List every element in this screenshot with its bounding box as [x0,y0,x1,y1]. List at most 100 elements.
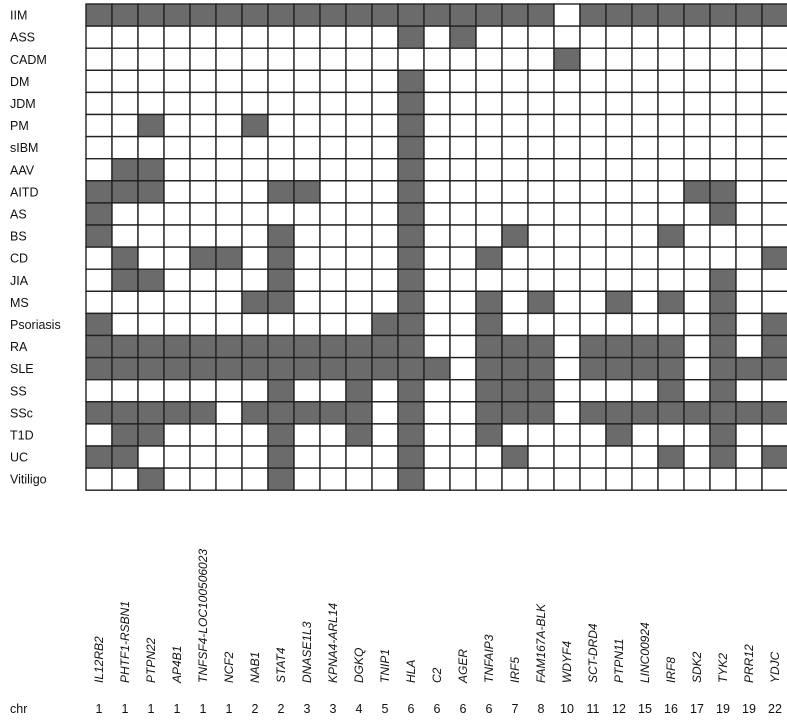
heatmap-cell [189,3,217,27]
heatmap-cell [553,334,581,359]
heatmap-cell [189,312,217,337]
heatmap-cell [527,268,555,293]
heatmap-cell [553,25,581,49]
heatmap-cell [293,290,321,315]
heatmap-cell [527,69,555,94]
heatmap-cell [475,334,503,359]
heatmap-cell [605,401,633,425]
heatmap-cell [397,180,425,204]
heatmap-cell [735,113,763,138]
heatmap-cell [475,91,503,116]
chr-number-label: 3 [330,702,337,716]
heatmap-cell [189,180,217,204]
heatmap-cell [215,91,243,116]
heatmap-cell [111,334,139,359]
heatmap-cell [111,246,139,270]
column-label: AP4B1 [170,646,184,684]
chr-number-label: 17 [690,702,704,716]
heatmap-cell [345,445,373,469]
heatmap-cell [215,290,243,315]
column-label: TNIP1 [378,649,392,683]
heatmap-cell [631,401,659,425]
heatmap-cell [423,312,451,337]
heatmap-cell [761,334,787,359]
heatmap-cell [397,268,425,293]
heatmap-cell [605,246,633,270]
heatmap-cell [163,224,191,248]
chr-number-label: 10 [560,702,574,716]
heatmap-cell [449,3,477,27]
heatmap-cell [85,25,113,49]
heatmap-cell [553,467,581,491]
heatmap-cell [683,202,711,226]
heatmap-cell [761,268,787,293]
chr-number-label: 12 [612,702,626,716]
heatmap-cell [137,290,165,315]
heatmap-cell [475,312,503,337]
heatmap-cell [371,356,399,381]
heatmap-cell [475,467,503,491]
heatmap-cell [397,47,425,72]
heatmap-cell [605,69,633,94]
heatmap-cell [501,69,529,94]
heatmap-cell [475,356,503,381]
heatmap-cell [579,224,607,248]
row-label: BS [10,230,27,244]
heatmap-cell [527,202,555,226]
heatmap-cell [553,246,581,270]
heatmap-cell [553,157,581,182]
heatmap-cell [475,268,503,293]
row-label: CD [10,252,28,266]
heatmap-cell [501,356,529,381]
heatmap-cell [449,356,477,381]
heatmap-cell [319,3,347,27]
heatmap-cell [527,423,555,447]
heatmap-cell [371,3,399,27]
heatmap-cell [449,246,477,270]
heatmap-cell [423,202,451,226]
heatmap-cell [137,47,165,72]
heatmap-cell [85,356,113,381]
heatmap-cell [267,224,295,248]
heatmap-cell [267,91,295,116]
heatmap-cell [449,135,477,160]
heatmap-cell [111,91,139,116]
heatmap-cell [579,356,607,381]
heatmap-cell [657,334,685,359]
heatmap-cell [371,202,399,226]
heatmap-cell [735,467,763,491]
heatmap-cell [553,423,581,447]
heatmap-cell [189,290,217,315]
heatmap-cell [475,401,503,425]
heatmap-cell [85,467,113,491]
heatmap-cell [579,113,607,138]
heatmap-cell [605,224,633,248]
heatmap-cell [111,356,139,381]
heatmap-cell [163,379,191,403]
heatmap-cell [345,290,373,315]
heatmap-cell [631,47,659,72]
heatmap-cell [709,69,737,94]
heatmap-cell [241,69,269,94]
heatmap-cell [527,91,555,116]
heatmap-cell [631,379,659,403]
heatmap-cell [657,356,685,381]
heatmap-cell [293,246,321,270]
heatmap-cell [605,3,633,27]
heatmap-cell [735,246,763,270]
heatmap-cell [761,379,787,403]
heatmap-cell [761,91,787,116]
heatmap-cell [371,135,399,160]
heatmap-cell [605,135,633,160]
heatmap-cell [189,334,217,359]
row-label: PM [10,119,29,133]
heatmap-cell [371,47,399,72]
heatmap-cell [319,467,347,491]
heatmap-cell [267,135,295,160]
row-label: Psoriasis [10,318,61,332]
heatmap-cell [657,47,685,72]
heatmap-cell [163,91,191,116]
heatmap-cell [241,379,269,403]
row-label: MS [10,296,29,310]
heatmap-cell [189,157,217,182]
